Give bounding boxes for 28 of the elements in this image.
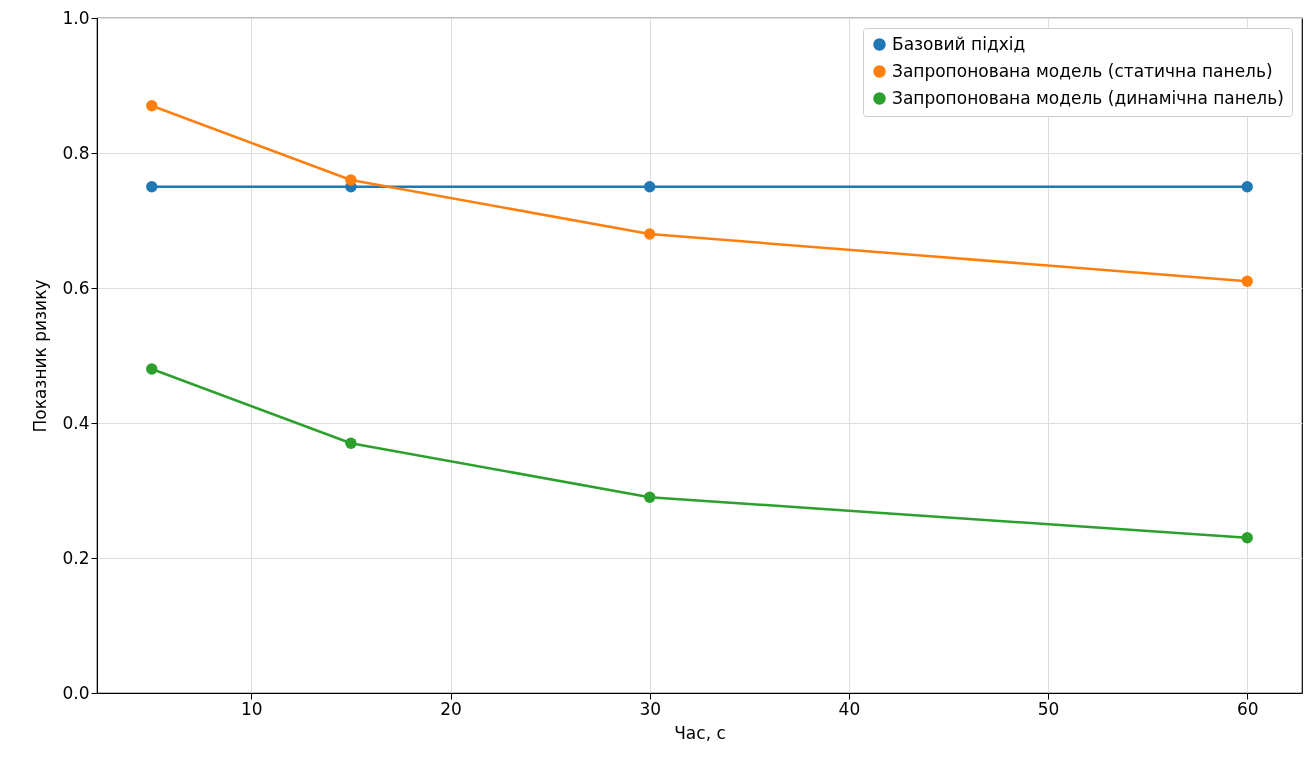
point <box>644 181 656 193</box>
legend-label: Базовий підхід <box>892 33 1026 54</box>
x-tick-label: 10 <box>241 698 263 719</box>
y-tick-label: 0.2 <box>62 547 90 568</box>
y-tick-label: 0.0 <box>62 682 90 703</box>
y-tick-label: 0.8 <box>62 142 90 163</box>
point <box>1241 181 1253 193</box>
point <box>345 174 357 186</box>
x-tick-label: 50 <box>1037 698 1060 719</box>
y-tick-label: 0.6 <box>62 277 90 298</box>
y-tick-label: 0.4 <box>62 412 90 433</box>
x-tick-label: 30 <box>639 698 662 719</box>
legend-label: Запропонована модель (статична панель) <box>892 60 1273 81</box>
point <box>146 181 158 193</box>
x-axis-title: Час, с <box>674 722 726 743</box>
point <box>146 100 158 112</box>
x-tick-label: 40 <box>838 698 861 719</box>
x-tick-label: 20 <box>440 698 462 719</box>
x-tick-label: 60 <box>1236 698 1259 719</box>
point <box>644 491 656 503</box>
point <box>146 363 158 375</box>
point <box>1241 275 1253 287</box>
y-tick-label: 1.0 <box>62 7 90 28</box>
point <box>644 228 656 240</box>
point <box>345 437 357 449</box>
y-axis-title: Показник ризику <box>30 279 51 433</box>
legend-label: Запропонована модель (динамічна панель) <box>892 87 1284 108</box>
point <box>1241 532 1253 544</box>
